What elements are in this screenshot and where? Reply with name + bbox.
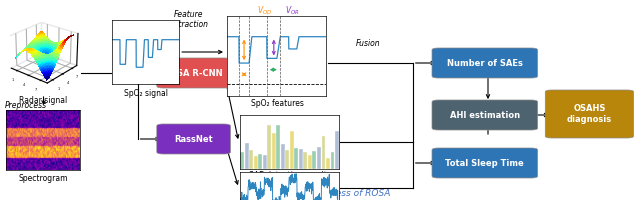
Text: OSAHS
diagnosis: OSAHS diagnosis (567, 104, 612, 124)
Bar (241, 152, 244, 169)
Text: RASA R-CNN: RASA R-CNN (164, 68, 223, 77)
FancyBboxPatch shape (545, 90, 634, 138)
Bar (285, 150, 289, 169)
Bar (254, 156, 258, 169)
FancyBboxPatch shape (157, 124, 230, 154)
Text: $V_{OR}$: $V_{OR}$ (285, 5, 300, 17)
Text: Fig. 2. Overall process of ROSA: Fig. 2. Overall process of ROSA (250, 189, 390, 198)
Bar (326, 158, 330, 169)
Text: Fusion: Fusion (356, 40, 380, 48)
Text: SpO₂ signal: SpO₂ signal (124, 89, 168, 98)
Bar (330, 152, 334, 169)
Bar (335, 131, 339, 169)
Text: Radar signal: Radar signal (19, 96, 68, 105)
FancyBboxPatch shape (432, 100, 538, 130)
Text: Number of SAEs: Number of SAEs (447, 58, 523, 68)
Text: Spectrogram: Spectrogram (19, 174, 68, 183)
Text: $P_{OD}$: $P_{OD}$ (244, 49, 259, 59)
Text: AHI estimation: AHI estimation (450, 110, 520, 119)
Bar (268, 125, 271, 169)
FancyBboxPatch shape (432, 48, 538, 78)
Bar (321, 136, 325, 169)
Text: SpO₂ features: SpO₂ features (251, 99, 303, 108)
Bar (259, 154, 262, 169)
Text: Feature
Extraction: Feature Extraction (170, 10, 208, 29)
Bar (245, 143, 249, 169)
Bar (299, 149, 303, 169)
Bar (281, 144, 285, 169)
Bar (290, 131, 294, 169)
Bar (312, 151, 316, 169)
Bar (303, 152, 307, 169)
Bar (276, 125, 280, 169)
Text: $V_{OD}$: $V_{OD}$ (257, 5, 272, 17)
FancyBboxPatch shape (432, 148, 538, 178)
Text: RassNet: RassNet (174, 134, 213, 144)
Bar (250, 150, 253, 169)
Text: Total Sleep Time: Total Sleep Time (445, 158, 524, 168)
Bar (263, 155, 267, 169)
Bar (294, 148, 298, 169)
Text: $P_{OR}$: $P_{OR}$ (299, 51, 312, 61)
Text: SAE detection results: SAE detection results (249, 171, 331, 180)
Bar (308, 155, 312, 169)
Text: Preprocess: Preprocess (5, 102, 47, 110)
FancyBboxPatch shape (157, 58, 230, 88)
Bar (272, 133, 276, 169)
Bar (317, 147, 321, 169)
